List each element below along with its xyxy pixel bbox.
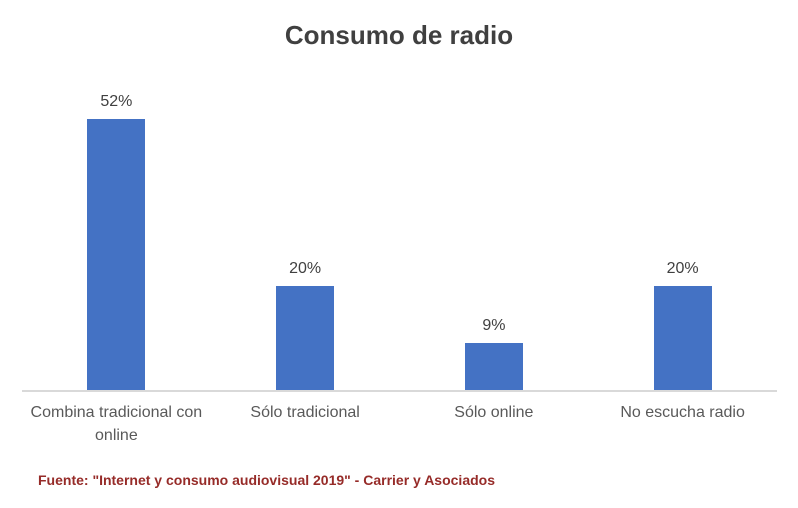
- bar-value-label: 52%: [100, 93, 133, 110]
- source-note: Fuente: "Internet y consumo audiovisual …: [38, 472, 495, 488]
- bar: [464, 343, 523, 390]
- category-label: Sólo online: [454, 404, 534, 421]
- bar-column: 9%: [400, 317, 589, 390]
- chart-title: Consumo de radio: [284, 20, 514, 50]
- x-axis-line: [22, 390, 777, 392]
- bar-value-label: 20%: [666, 260, 699, 277]
- bar: [87, 119, 146, 390]
- category-axis: Combina tradicional con online Sólo tradi…: [22, 401, 777, 447]
- category-label: Sólo tradicional: [250, 404, 360, 421]
- plot-area: 52% 20% 9% 20%: [22, 70, 777, 390]
- bar-column: 20%: [588, 260, 777, 390]
- bar: [653, 286, 712, 390]
- category-label: No escucha radio: [620, 404, 745, 421]
- bar-value-label: 9%: [482, 317, 506, 334]
- category-label: Combina tradicional con online: [30, 404, 203, 444]
- bar-value-label: 20%: [289, 260, 322, 277]
- bar: [276, 286, 335, 390]
- bar-column: 52%: [22, 93, 211, 390]
- bar-column: 20%: [211, 260, 400, 390]
